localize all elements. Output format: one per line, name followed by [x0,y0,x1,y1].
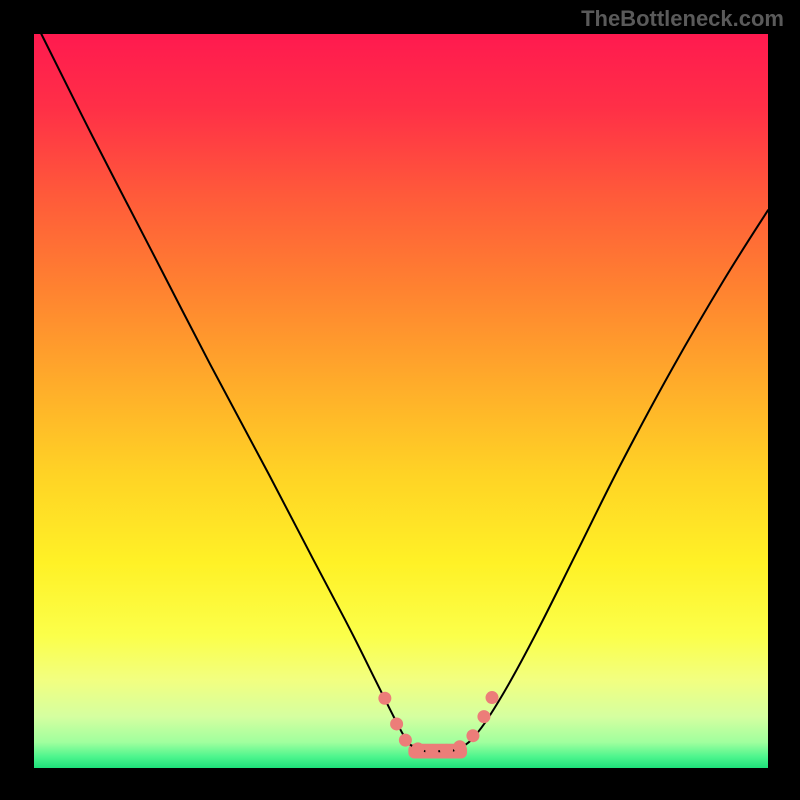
curve-marker [390,717,403,730]
curve-marker [378,692,391,705]
plot-background [34,34,768,768]
curve-marker [440,744,453,757]
curve-marker [399,734,412,747]
curve-marker [477,710,490,723]
watermark-text: TheBottleneck.com [581,6,784,32]
curve-marker [453,740,466,753]
curve-marker [486,691,499,704]
curve-marker [425,745,438,758]
curve-marker [411,742,424,755]
curve-marker [466,729,479,742]
